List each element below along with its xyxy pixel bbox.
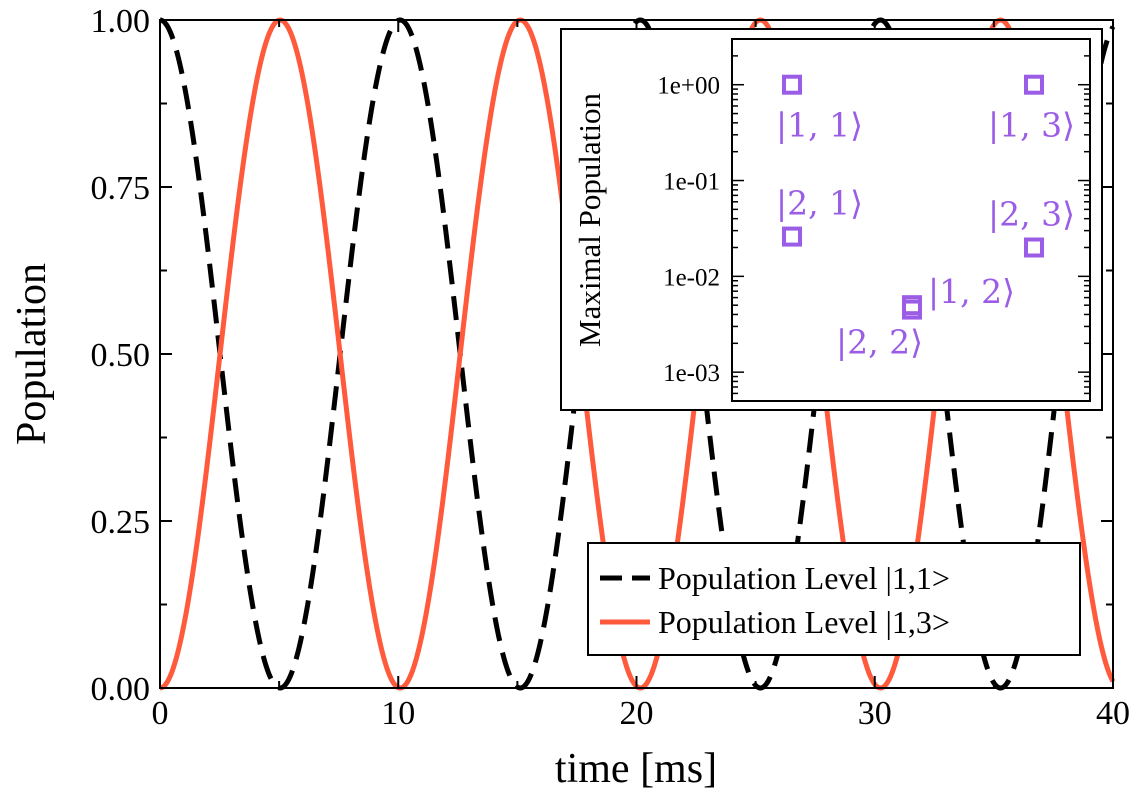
main-ticks xyxy=(159,19,1114,689)
legend-label-level-1-3: Population Level |1,3> xyxy=(658,604,950,640)
inset-point-label: |2, 2⟩ xyxy=(836,323,923,362)
inset-y-tick-label: 1e+00 xyxy=(657,73,720,100)
inset-plot-frame xyxy=(731,38,1091,402)
inset-point-marker xyxy=(1024,237,1044,258)
inset-point-label: |2, 3⟩ xyxy=(988,195,1075,234)
inset-point-marker xyxy=(782,74,802,95)
inset-outer-box xyxy=(560,28,1103,411)
inset-y-tick-label: 1e-01 xyxy=(663,169,720,196)
inset-point-label: |2, 1⟩ xyxy=(776,184,863,223)
inset-points: |1, 1⟩ |1, 3⟩ |2, 1⟩ |2, 3⟩ |1, 2⟩|2, 2⟩ xyxy=(776,74,1075,362)
y-tick-label: 0.25 xyxy=(91,504,151,541)
main-x-tick-labels: 0 10 20 30 40 xyxy=(152,695,1131,732)
x-tick-label: 0 xyxy=(152,695,169,732)
inset-point-label: |1, 1⟩ xyxy=(776,106,863,145)
x-tick-label: 20 xyxy=(620,695,654,732)
x-tick-label: 30 xyxy=(858,695,892,732)
y-tick-label: 0.00 xyxy=(91,671,151,708)
y-tick-label: 0.75 xyxy=(91,170,151,207)
x-tick-label: 40 xyxy=(1096,695,1130,732)
inset-y-tick-label: 1e-02 xyxy=(663,264,720,291)
x-axis-title: time [ms] xyxy=(555,746,717,792)
legend-box xyxy=(587,542,1081,656)
y-axis-title: Population xyxy=(9,263,55,445)
inset-ticks xyxy=(732,38,1090,402)
inset-point-marker xyxy=(1024,74,1044,95)
x-tick-label: 10 xyxy=(381,695,415,732)
inset-point-label: |1, 2⟩ xyxy=(928,272,1015,311)
main-y-tick-labels: 0.00 0.25 0.50 0.75 1.00 xyxy=(91,3,151,708)
y-tick-label: 1.00 xyxy=(91,3,151,40)
inset-point-marker xyxy=(782,226,802,247)
inset-point-label: |1, 3⟩ xyxy=(988,106,1075,145)
inset-point-marker xyxy=(902,299,922,320)
y-tick-label: 0.50 xyxy=(91,337,151,374)
inset-y-tick-label: 1e-03 xyxy=(663,360,720,387)
legend-label-level-1-1: Population Level |1,1> xyxy=(658,560,950,596)
inset-y-tick-labels: 1e+00 1e-01 1e-02 1e-03 xyxy=(657,73,720,387)
inset-y-axis-title: Maximal Population xyxy=(572,92,607,347)
legend: Population Level |1,1> Population Level … xyxy=(587,542,1081,656)
